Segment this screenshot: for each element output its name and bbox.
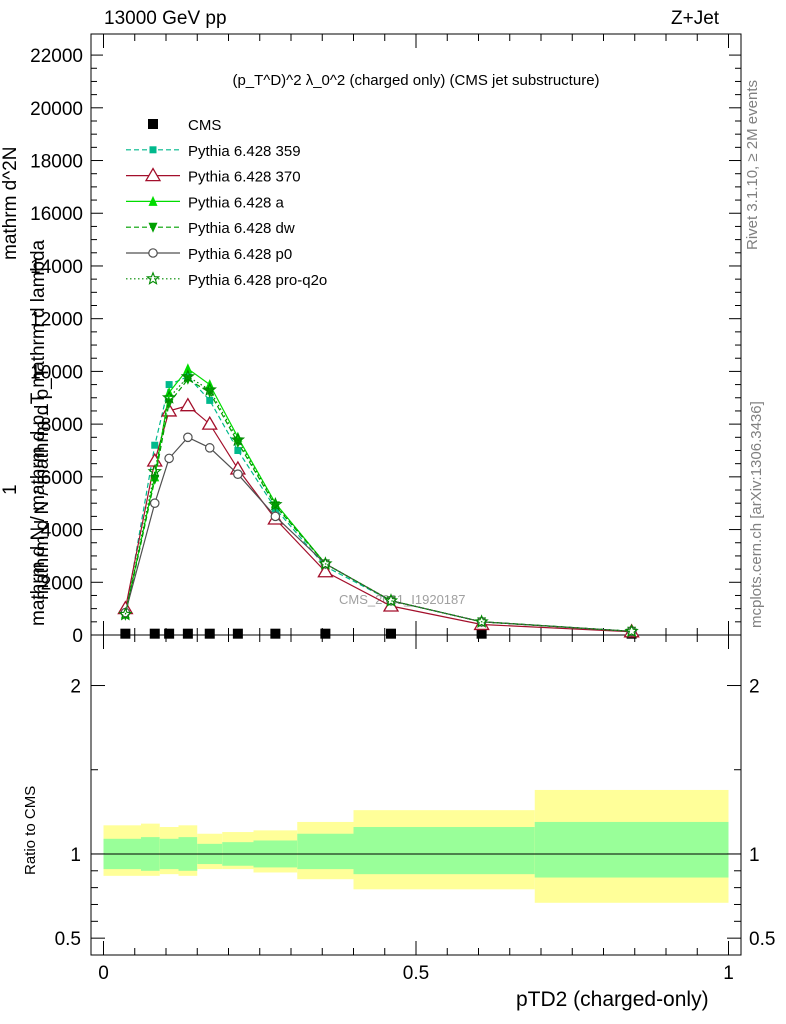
main-y-tick-label: 10000 xyxy=(30,362,83,383)
legend-label-p359: Pythia 6.428 359 xyxy=(188,143,301,160)
ratio-y-tick-label-left: 2 xyxy=(70,677,81,698)
data-point-cms xyxy=(270,628,281,639)
legend-marker-cms xyxy=(148,119,158,129)
legend-label-pa: Pythia 6.428 a xyxy=(188,194,285,211)
x-tick-label: 0.5 xyxy=(403,963,429,984)
legend-label-cms: CMS xyxy=(188,117,221,134)
data-point-pp0 xyxy=(183,432,193,443)
series-p370 xyxy=(117,397,640,638)
data-point-p370 xyxy=(201,415,218,430)
data-point-pq2o xyxy=(318,556,333,570)
data-point-pa xyxy=(183,363,193,374)
legend-marker-p359 xyxy=(149,146,157,154)
ratio-y-ticks: 0.5 0.5 1 1 2 2 xyxy=(55,677,776,951)
main-y-tick-label: 16000 xyxy=(30,204,83,225)
ratio-band-inner xyxy=(534,821,729,878)
legend-label-pdw: Pythia 6.428 dw xyxy=(188,220,295,237)
series-pp0 xyxy=(120,432,637,637)
data-point-cms xyxy=(232,628,243,639)
series-p359 xyxy=(121,373,636,635)
x-tick-label: 1 xyxy=(723,963,734,984)
data-point-p359 xyxy=(206,396,214,404)
legend: CMS Pythia 6.428 359 Pythia 6.428 370 Pythi… xyxy=(126,117,327,289)
ratio-y-tick-label-right: 1 xyxy=(749,845,760,866)
data-point-pq2o xyxy=(383,593,399,607)
data-point-cms xyxy=(320,628,331,639)
data-point-pq2o xyxy=(624,623,639,638)
ratio-y-tick-label-right: 2 xyxy=(749,677,760,698)
energy-label: 13000 GeV pp xyxy=(104,8,227,29)
data-point-p359 xyxy=(234,446,242,454)
data-point-cms xyxy=(476,628,487,639)
main-y-tick-label: 8000 xyxy=(41,415,83,436)
data-point-pp0 xyxy=(164,453,174,464)
data-point-p359 xyxy=(165,381,173,389)
series-line-pa xyxy=(124,367,632,632)
data-point-cms xyxy=(386,628,396,639)
legend-marker-pp0 xyxy=(148,248,158,258)
data-point-pq2o xyxy=(161,390,177,404)
data-point-pp0 xyxy=(270,511,281,522)
main-y-tick-label: 6000 xyxy=(41,468,83,489)
legend-marker-pa xyxy=(148,195,158,206)
x-ticks: 0 0.5 1 xyxy=(98,34,734,984)
data-point-pq2o xyxy=(474,614,489,628)
data-point-pq2o xyxy=(230,432,246,447)
data-point-pdw xyxy=(164,398,174,409)
ratio-y-tick-label-right: 0.5 xyxy=(749,929,775,950)
legend-marker-pdw xyxy=(148,222,158,233)
series-line-p370 xyxy=(124,405,632,633)
main-y-tick-label: 12000 xyxy=(30,310,83,331)
main-y-tick-label: 18000 xyxy=(30,152,83,173)
legend-label-p370: Pythia 6.428 370 xyxy=(188,169,301,186)
main-y-tick-label: 4000 xyxy=(41,521,83,542)
data-point-pdw xyxy=(270,501,280,512)
data-point-pp0 xyxy=(149,498,160,509)
ratio-y-tick-label-left: 0.5 xyxy=(55,929,81,950)
data-point-cms xyxy=(204,628,215,639)
data-point-pq2o xyxy=(180,369,196,383)
series-line-pp0 xyxy=(124,436,632,632)
ratio-y-tick-label-left: 1 xyxy=(70,845,81,866)
ratio-bands xyxy=(103,789,729,903)
series-line-pq2o xyxy=(124,375,632,632)
data-point-pp0 xyxy=(233,469,243,480)
x-tick-label: 0 xyxy=(98,963,109,984)
ratio-band-inner xyxy=(353,827,535,875)
legend-marker-p370 xyxy=(144,167,162,182)
x-axis-label: pTD2 (charged-only) xyxy=(516,988,709,1011)
main-y-tick-label: 20000 xyxy=(30,99,83,120)
process-label: Z+Jet xyxy=(671,8,720,29)
series-pa xyxy=(120,363,637,636)
data-point-cms xyxy=(149,628,160,639)
main-y-tick-label: 14000 xyxy=(30,257,83,278)
data-point-pq2o xyxy=(147,464,162,478)
series-pq2o xyxy=(118,369,639,638)
data-point-cms xyxy=(120,628,131,639)
main-y-tick-label: 0 xyxy=(72,626,83,647)
data-point-p370 xyxy=(317,563,334,578)
legend-label-pq2o: Pythia 6.428 pro-q2o xyxy=(188,272,327,289)
data-point-pq2o xyxy=(118,606,133,621)
data-point-cms xyxy=(164,628,175,639)
data-point-pq2o xyxy=(268,497,283,511)
main-y-tick-label: 2000 xyxy=(41,573,83,594)
data-point-pdw xyxy=(150,474,160,485)
data-point-p359 xyxy=(151,441,159,449)
plot-title: (p_T^D)^2 λ_0^2 (charged only) (CMS jet … xyxy=(232,72,599,89)
series-cms xyxy=(120,628,637,639)
main-y-ticks: 0 2000 4000 6000 8000 10000 12000 14000 16000 180… xyxy=(30,46,741,647)
data-point-p370 xyxy=(179,397,197,412)
main-y-tick-label: 22000 xyxy=(30,46,83,67)
data-point-pq2o xyxy=(202,382,217,396)
legend-marker-pq2o xyxy=(145,271,161,285)
data-point-cms xyxy=(182,628,193,639)
legend-label-pp0: Pythia 6.428 p0 xyxy=(188,246,292,263)
ratio-band-inner xyxy=(297,833,354,870)
data-point-pp0 xyxy=(204,443,215,453)
